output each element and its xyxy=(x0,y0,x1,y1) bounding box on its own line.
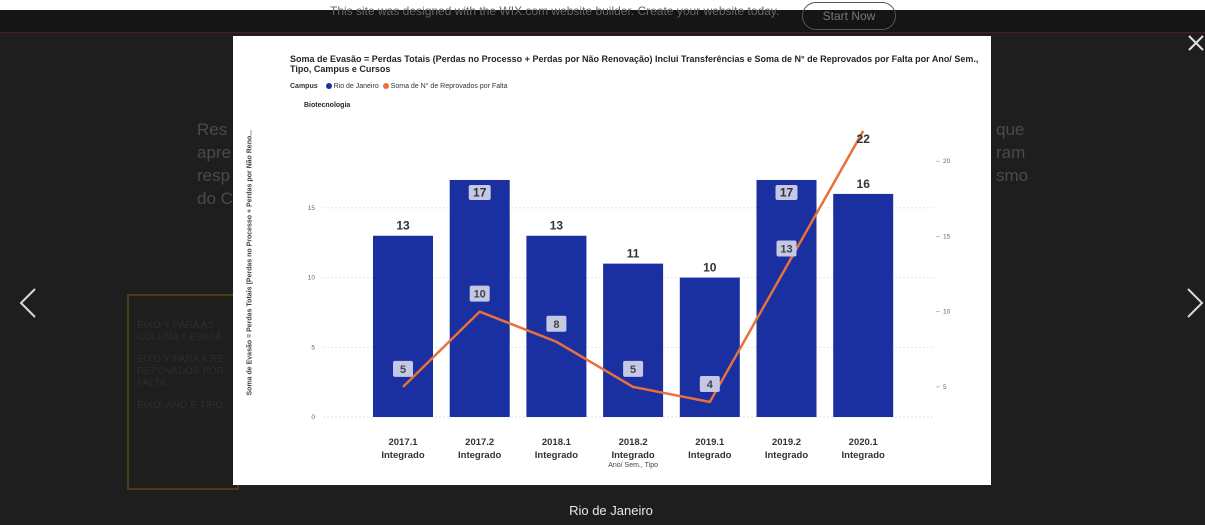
line-value-label: 10 xyxy=(474,289,486,301)
background-note-text: EIXO Y PARA AS COLUNA = EVASÃ EIXO Y PARA… xyxy=(137,320,233,422)
background-text-line: ram xyxy=(996,143,1026,162)
background-note-line: EIXO Y PARA A RE REPOVADOS POR FALTA xyxy=(137,354,225,389)
line-value-label: 22 xyxy=(857,132,871,146)
line-value-label: 13 xyxy=(780,244,792,256)
y-tick-label: 15 xyxy=(308,205,316,212)
x-tick-label: Integrado xyxy=(688,450,731,461)
line-value-badge xyxy=(546,315,567,332)
bar-value-label: 11 xyxy=(627,247,640,261)
background-note-line: EIXO: ANO E TIPO xyxy=(137,400,223,411)
bar-value-label: 10 xyxy=(703,261,717,275)
bar xyxy=(756,179,817,417)
y2-tick-label: 10 xyxy=(943,309,951,316)
close-icon[interactable] xyxy=(1186,33,1205,53)
bar xyxy=(603,263,664,417)
y-tick-label: 0 xyxy=(311,414,315,421)
bar xyxy=(679,277,740,417)
y-tick-label: 5 xyxy=(311,344,315,351)
x-tick-label: 2019.1 xyxy=(695,437,725,448)
x-tick-label: 2019.2 xyxy=(772,437,801,448)
line-value-badge xyxy=(469,285,490,302)
chart-title: Soma de Evasão = Perdas Totais (Perdas n… xyxy=(290,54,979,74)
lightbox-caption: Rio de Janeiro xyxy=(569,503,653,518)
background-note-line: EIXO Y PARA AS COLUNA = EVASÃ xyxy=(137,320,223,343)
bar-value-badge xyxy=(468,184,491,200)
x-tick-label: 2017.2 xyxy=(465,437,494,448)
background-text-line: do C xyxy=(197,189,233,208)
site-top-bar xyxy=(0,0,1205,10)
x-tick-label: 2018.1 xyxy=(542,437,572,448)
x-tick-label: Integrado xyxy=(535,450,578,461)
bar-value-label: 13 xyxy=(550,219,564,233)
legend-item-bar: Rio de Janeiro xyxy=(333,83,379,90)
legend-marker-line xyxy=(382,83,389,89)
lightbox-image: Soma de Evasão = Perdas Totais (Perdas n… xyxy=(233,36,991,485)
wix-banner: This site was designed with the WIX.com … xyxy=(0,2,1205,33)
line-value-label: 4 xyxy=(707,379,714,391)
y2-tick-label: 20 xyxy=(943,158,951,165)
x-axis-label: Ano/ Sem., Tipo xyxy=(608,462,658,469)
bar xyxy=(373,235,433,417)
bar-value-badge xyxy=(775,184,798,200)
background-text-line: que xyxy=(996,120,1025,139)
x-tick-label: 2018.2 xyxy=(619,437,648,448)
background-text-line: resp xyxy=(197,166,231,185)
y2-tick-label: 15 xyxy=(943,233,951,240)
chart-subtitle: Biotecnologia xyxy=(304,102,351,109)
line-value-badge xyxy=(393,360,413,377)
line-value-badge xyxy=(776,240,797,257)
y2-tick-label: 5 xyxy=(943,384,947,391)
chevron-right-icon[interactable] xyxy=(1180,283,1205,323)
bar-value-label: 17 xyxy=(780,185,794,199)
chart-legend: Campus Rio de Janeiro Soma de N° de Repr… xyxy=(290,83,507,90)
background-text-line: apre xyxy=(197,143,232,162)
background-text-line: Res xyxy=(197,120,228,139)
x-tick-label: 2020.1 xyxy=(849,437,879,448)
line-value-badge xyxy=(623,360,644,377)
legend-marker-bar xyxy=(325,83,332,89)
chevron-left-icon[interactable] xyxy=(15,283,45,323)
x-tick-label: Integrado xyxy=(611,450,654,461)
x-tick-label: 2017.1 xyxy=(388,437,418,448)
start-now-button[interactable]: Start Now xyxy=(802,2,896,30)
bar-value-label: 13 xyxy=(396,219,410,233)
banner-text: This site was designed with the WIX.com … xyxy=(330,4,780,18)
line-value-label: 5 xyxy=(400,364,406,376)
bar-value-label: 16 xyxy=(857,177,871,191)
line-value-label: 8 xyxy=(553,319,559,331)
x-tick-label: Integrado xyxy=(765,450,808,461)
x-tick-label: Integrado xyxy=(458,450,501,461)
x-tick-label: Integrado xyxy=(842,450,885,461)
bar xyxy=(833,193,894,417)
chart-plot: 0 5 10 15 5 10 15 20 13 17 13 11 10 17 16 2017.1 Integra… xyxy=(308,130,951,469)
legend-title: Campus xyxy=(290,83,318,90)
y-tick-label: 10 xyxy=(308,275,316,282)
bar-value-label: 17 xyxy=(473,185,487,199)
line-value-label: 5 xyxy=(630,364,636,376)
line-value-badge xyxy=(699,375,720,392)
background-text-line: smo xyxy=(996,166,1029,185)
line-series xyxy=(402,130,865,404)
legend-item-line: Soma de N° de Reprovados por Falta xyxy=(390,83,508,90)
x-tick-label: Integrado xyxy=(381,450,424,461)
